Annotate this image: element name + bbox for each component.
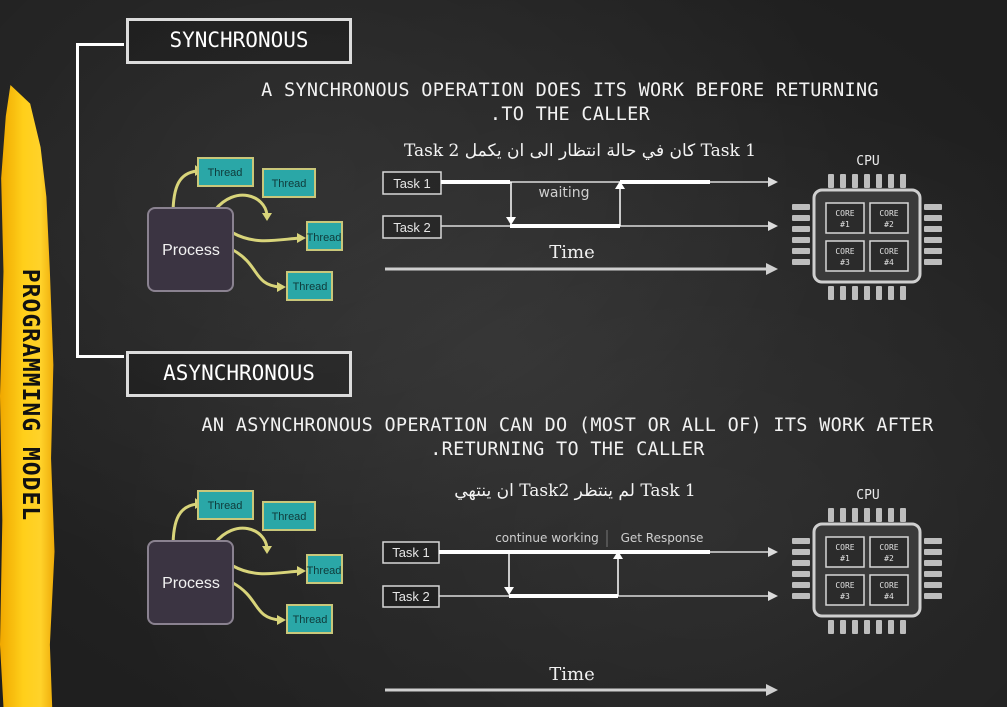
async-thread-2	[262, 501, 316, 531]
svg-text:CORE: CORE	[879, 247, 898, 256]
async-core-2	[869, 536, 909, 568]
sync-task2-arrowhead	[768, 221, 778, 231]
sync-time-label: Time	[549, 242, 594, 263]
sync-thread-4-label: Thread	[293, 281, 328, 293]
sync-process-diagram: Process Thread Thread Thread Thread	[147, 157, 343, 301]
async-description-line2: .RETURNING TO THE CALLER	[430, 439, 705, 460]
sync-core-2	[869, 202, 909, 234]
bracket-vertical	[76, 46, 79, 356]
sync-thread-3	[306, 221, 343, 251]
sync-thread-1-label: Thread	[208, 167, 243, 179]
sync-thread-2	[262, 168, 316, 198]
sync-thread-3-label: Thread	[307, 232, 342, 244]
sync-thread-4	[286, 271, 333, 301]
async-core-3	[825, 574, 865, 606]
svg-text:#2: #2	[884, 220, 894, 229]
sync-core-1	[825, 202, 865, 234]
async-task1-label: Task 1	[392, 545, 430, 560]
async-cpu-pins	[792, 508, 942, 634]
svg-text:Thread: Thread	[272, 511, 307, 523]
sync-waiting-label: waiting	[538, 185, 589, 201]
svg-text:#4: #4	[884, 592, 894, 601]
async-description-line1: AN ASYNCHRONOUS OPERATION CAN DO (MOST O…	[201, 415, 934, 436]
svg-text:Thread: Thread	[307, 565, 342, 577]
async-response-label: Get Response	[621, 531, 704, 545]
sync-note: Task 1 كان في حالة انتظار الى ان يكمل Ta…	[403, 141, 757, 161]
svg-text:CORE: CORE	[879, 543, 898, 552]
svg-text:#1: #1	[840, 554, 850, 563]
async-cpu-label: CPU	[856, 488, 879, 503]
sync-description-line2: .TO THE CALLER	[489, 104, 651, 125]
sync-core-3	[825, 240, 865, 272]
sync-thread-1	[197, 157, 254, 187]
sync-task-timeline: Task 1 Task 2 waiting Time	[382, 171, 778, 275]
svg-text:#1: #1	[840, 220, 850, 229]
async-process-box	[147, 540, 234, 625]
svg-text:CORE: CORE	[879, 581, 898, 590]
svg-text:CORE: CORE	[835, 581, 854, 590]
async-task2-label: Task 2	[392, 589, 430, 604]
async-thread-4	[286, 604, 333, 634]
svg-text:#4: #4	[884, 258, 894, 267]
bracket-bottom	[76, 355, 124, 358]
async-cpu: CPU CORE #1 CORE #2 CORE #3 CORE #4	[792, 488, 942, 634]
svg-text:CORE: CORE	[835, 247, 854, 256]
async-process-diagram: Process Thread Thread Thread Thread	[147, 490, 343, 634]
async-process-label: Process	[162, 575, 220, 592]
sync-process-label: Process	[162, 242, 220, 259]
sync-task2-label: Task 2	[393, 220, 431, 235]
side-label: PROGRAMMING MODEL	[17, 268, 43, 522]
svg-text:CORE: CORE	[879, 209, 898, 218]
sync-process-box	[147, 207, 234, 292]
side-stripe	[0, 85, 55, 707]
svg-text:Thread: Thread	[293, 614, 328, 626]
sync-task1-label: Task 1	[393, 176, 431, 191]
svg-text:CORE: CORE	[835, 543, 854, 552]
async-thread-3	[306, 554, 343, 584]
svg-text:#3: #3	[840, 592, 850, 601]
svg-text:Thread: Thread	[208, 500, 243, 512]
async-title: ASYNCHRONOUS	[126, 351, 352, 397]
async-note: Task 1 لم ينتظر Task2 ان ينتهي	[454, 481, 696, 501]
sync-cpu-pins	[792, 174, 942, 300]
svg-text:CORE: CORE	[835, 209, 854, 218]
sync-cpu-label: CPU	[856, 154, 879, 169]
sync-title: SYNCHRONOUS	[126, 18, 352, 64]
async-time-label: Time	[549, 664, 594, 685]
svg-text:#3: #3	[840, 258, 850, 267]
bracket-top	[76, 43, 124, 46]
sync-thread-2-label: Thread	[272, 178, 307, 190]
sync-cpu: CPU CORE #1 CORE #2 CORE #3 CORE #4	[792, 154, 942, 300]
async-core-4	[869, 574, 909, 606]
sync-task2-box	[382, 215, 442, 239]
svg-text:#2: #2	[884, 554, 894, 563]
sync-description-line1: A SYNCHRONOUS OPERATION DOES ITS WORK BE…	[261, 80, 879, 101]
async-thread-1	[197, 490, 254, 520]
sync-core-4	[869, 240, 909, 272]
sync-task1-arrowhead	[768, 177, 778, 187]
async-core-1	[825, 536, 865, 568]
async-continue-label: continue working	[495, 531, 599, 545]
async-task-timeline: continue working Get Response Task 1 Tas…	[382, 530, 778, 696]
